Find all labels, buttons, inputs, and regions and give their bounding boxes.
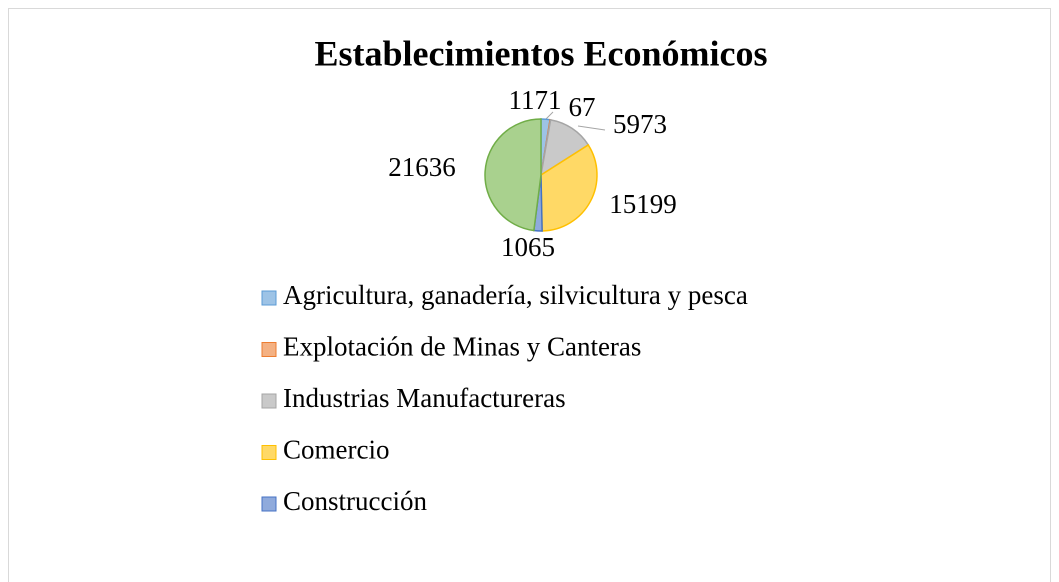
data-label: 67	[569, 92, 596, 122]
pie-slice	[540, 143, 598, 232]
legend-swatch	[261, 496, 277, 512]
legend-label: Construcción	[283, 486, 427, 516]
legend-swatch	[261, 445, 277, 460]
legend-swatch	[261, 290, 277, 306]
legend-label: Comercio	[283, 435, 389, 465]
legend-label: Industrias Manufactureras	[283, 383, 566, 413]
leader-line	[577, 125, 606, 131]
legend-swatch	[261, 342, 277, 357]
data-label: 1065	[501, 232, 555, 262]
data-label: 1171	[509, 85, 562, 115]
data-label: 15199	[609, 189, 677, 219]
legend-swatch	[261, 393, 277, 409]
chart-title: Establecimientos Económicos	[315, 33, 768, 73]
data-label: 5973	[613, 109, 667, 139]
data-label: 21636	[388, 152, 456, 182]
chart-frame	[8, 8, 1051, 582]
legend-label: Explotación de Minas y Canteras	[283, 332, 641, 362]
pie-slice	[484, 118, 542, 232]
legend-label: Agricultura, ganadería, silvicultura y p…	[283, 280, 748, 310]
